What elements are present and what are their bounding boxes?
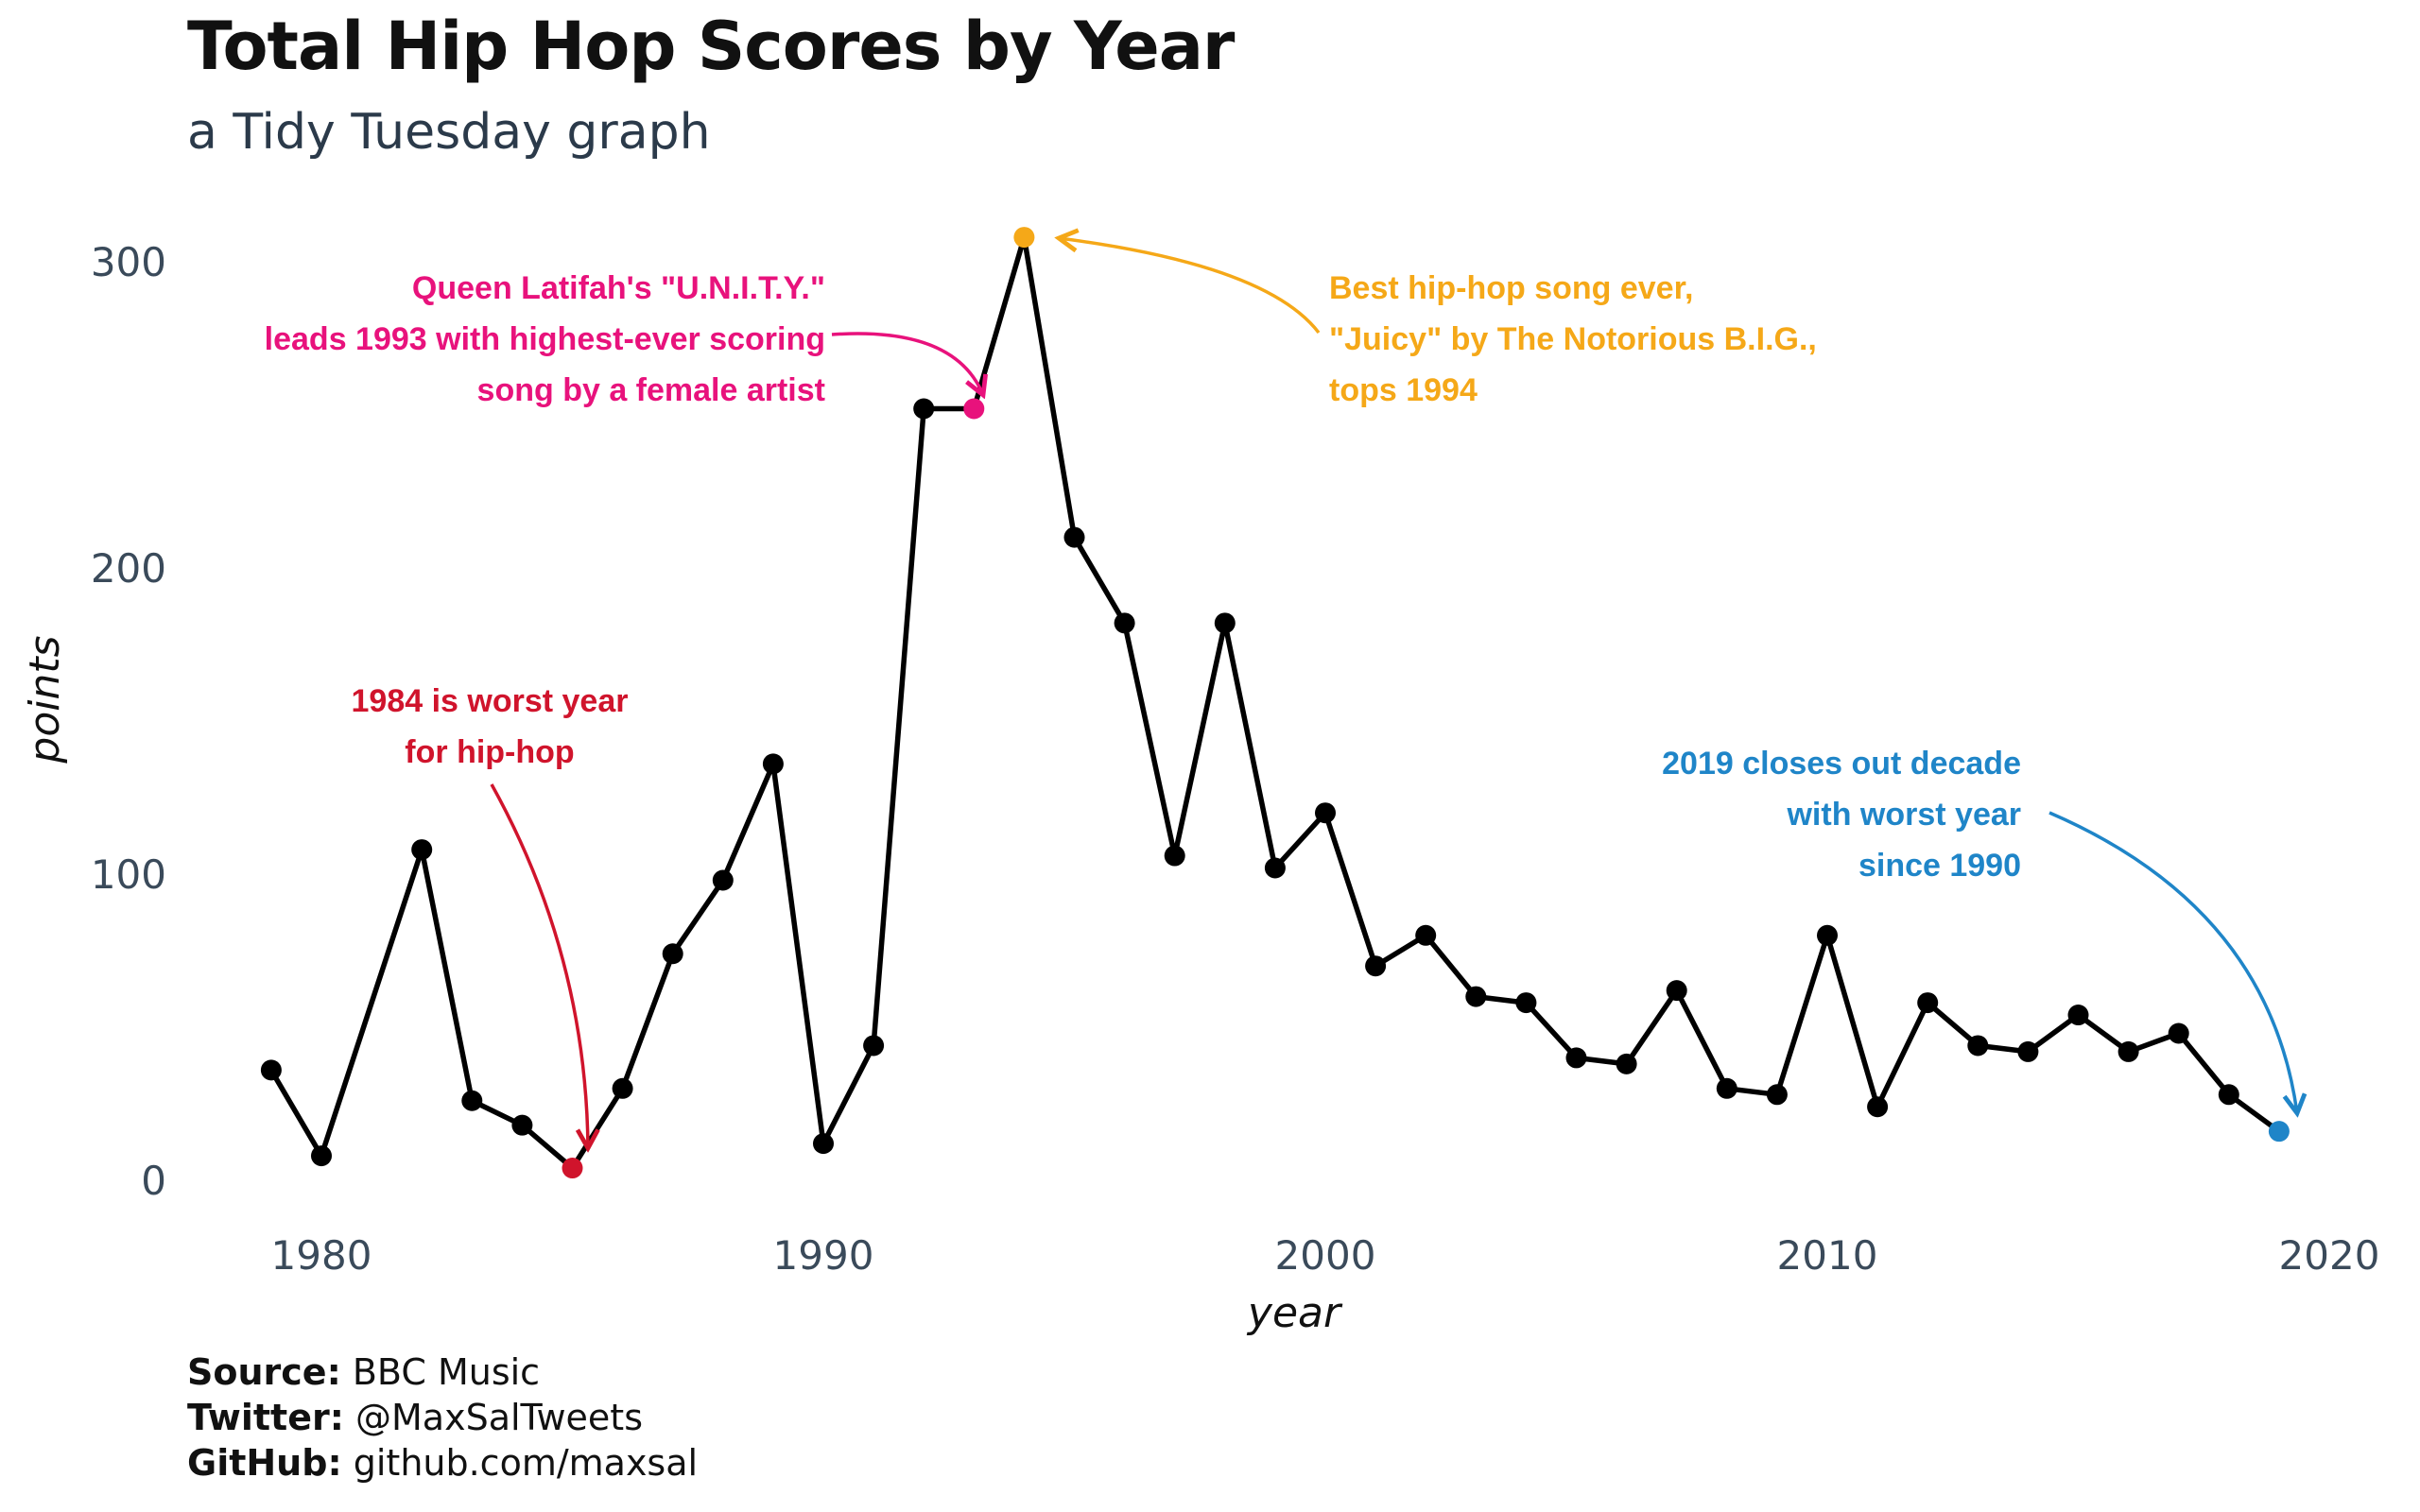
x-tick-label: 2010 [1777,1232,1878,1279]
y-tick-label: 100 [91,851,166,898]
x-tick-label: 1990 [773,1232,874,1279]
annotation-text: leads 1993 with highest-ever scoring [265,321,825,357]
data-point [913,398,935,420]
annotation-arrow [831,332,983,395]
annotation-text: Queen Latifah's "U.N.I.T.Y." [412,270,825,306]
x-tick-label: 2000 [1275,1232,1376,1279]
data-point [1766,1084,1788,1106]
data-point [1917,992,1939,1014]
caption-github: GitHub: github.com/maxsal [187,1442,699,1484]
highlight-point [963,398,985,420]
y-tick-label: 300 [91,239,166,285]
annotation-text: since 1990 [1858,848,2021,884]
annotation-arrow [1059,238,1321,335]
data-point [260,1059,282,1081]
data-point [863,1035,885,1057]
data-point [1465,986,1487,1007]
annotation-text: with worst year [1786,797,2021,833]
data-point [1264,857,1286,879]
data-point [1063,526,1085,548]
x-tick-label: 2020 [2279,1232,2380,1279]
data-point [1666,980,1687,1002]
data-point [1565,1047,1587,1069]
data-point [1214,612,1236,634]
data-point [1315,802,1336,824]
highlight-point [1013,227,1035,249]
data-point [1114,612,1135,634]
annotation-text: "Juicy" by The Notorious B.I.G., [1329,321,1817,357]
chart-subtitle: a Tidy Tuesday graph [187,104,711,161]
data-point [2067,1005,2089,1026]
data-point [1515,992,1537,1014]
data-point [461,1090,483,1111]
y-axis-label: points [21,635,69,764]
data-point [1365,955,1387,977]
annotation-arrow [490,783,588,1148]
annotation-arrow [2048,811,2297,1113]
highlight-point [562,1158,583,1179]
annotation-text: tops 1994 [1329,372,1478,408]
data-point [2218,1084,2239,1106]
caption: Source: BBC Music Twitter: @MaxSalTweets… [187,1349,698,1486]
data-point [1967,1035,1989,1057]
data-point [1817,924,1838,946]
highlight-point [2268,1121,2290,1143]
data-point [1164,845,1185,867]
data-point [511,1114,533,1136]
y-tick-label: 0 [141,1158,166,1204]
annotation-text: for hip-hop [405,734,574,770]
y-tick-label: 200 [91,545,166,592]
data-point [2118,1040,2139,1062]
caption-twitter: Twitter: @MaxSalTweets [187,1397,643,1438]
annotation-text: 2019 closes out decade [1662,746,2021,782]
annotation-text: Best hip-hop song ever, [1329,270,1693,306]
data-point [813,1133,834,1155]
data-point [2017,1040,2039,1062]
caption-source: Source: BBC Music [187,1351,541,1393]
data-point [662,943,683,965]
data-point [612,1077,633,1099]
x-tick-label: 1980 [271,1232,372,1279]
data-point [411,839,433,861]
data-point [1616,1053,1637,1074]
data-point [2168,1022,2189,1044]
data-point [762,753,784,775]
data-point [712,869,734,891]
data-point [1415,924,1437,946]
data-point [1867,1096,1889,1118]
series-line [268,234,2282,1171]
chart-title: Total Hip Hop Scores by Year [187,8,1235,85]
x-axis-label: year [1246,1289,1343,1337]
annotation-text: song by a female artist [477,372,825,408]
data-point [311,1145,332,1167]
annotation-text: 1984 is worst year [352,683,629,719]
data-point [1716,1077,1737,1099]
